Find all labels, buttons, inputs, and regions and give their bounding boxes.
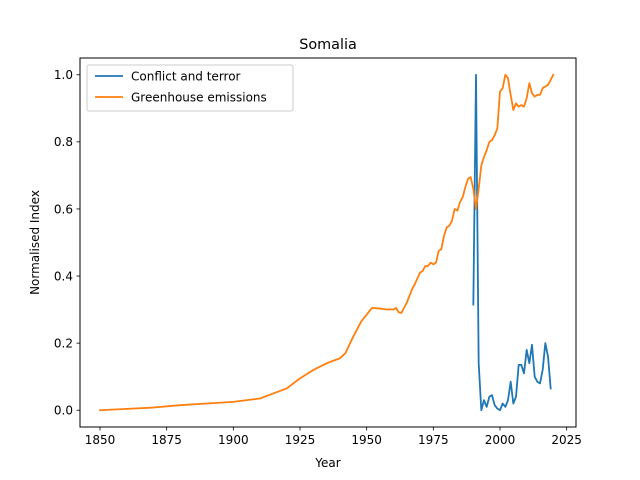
- y-axis-label: Normalised Index: [28, 190, 42, 295]
- y-tick-label: 0.2: [54, 336, 73, 350]
- chart-title: Somalia: [299, 37, 357, 53]
- x-tick-label: 1925: [285, 433, 316, 447]
- y-tick-label: 0.0: [54, 404, 73, 418]
- y-tick-label: 0.8: [54, 135, 73, 149]
- x-tick-label: 1850: [85, 433, 116, 447]
- y-tick-label: 1.0: [54, 68, 73, 82]
- x-tick-label: 1875: [151, 433, 182, 447]
- x-tick-label: 1900: [218, 433, 249, 447]
- legend-label-conflict: Conflict and terror: [131, 70, 241, 84]
- x-tick-label: 2000: [485, 433, 516, 447]
- legend-label-greenhouse: Greenhouse emissions: [131, 91, 267, 105]
- axis-ticks: 1850 1875 1900 1925 1950 1975 2000 2025 0.0 0.2 0.…: [54, 68, 582, 447]
- series-group: [99, 73, 555, 412]
- legend: Conflict and terror Greenhouse emissions: [86, 64, 294, 112]
- x-tick-label: 1975: [418, 433, 449, 447]
- plot-area-frame: [79, 57, 577, 428]
- x-axis-label: Year: [314, 456, 340, 470]
- legend-frame: [86, 64, 294, 112]
- y-tick-label: 0.6: [54, 202, 73, 216]
- series-line-conflict-and-terror: [472, 73, 552, 412]
- y-tick-label: 0.4: [54, 269, 73, 283]
- series-line-greenhouse-emissions: [99, 73, 555, 412]
- x-tick-label: 1950: [351, 433, 382, 447]
- x-tick-label: 2025: [551, 433, 582, 447]
